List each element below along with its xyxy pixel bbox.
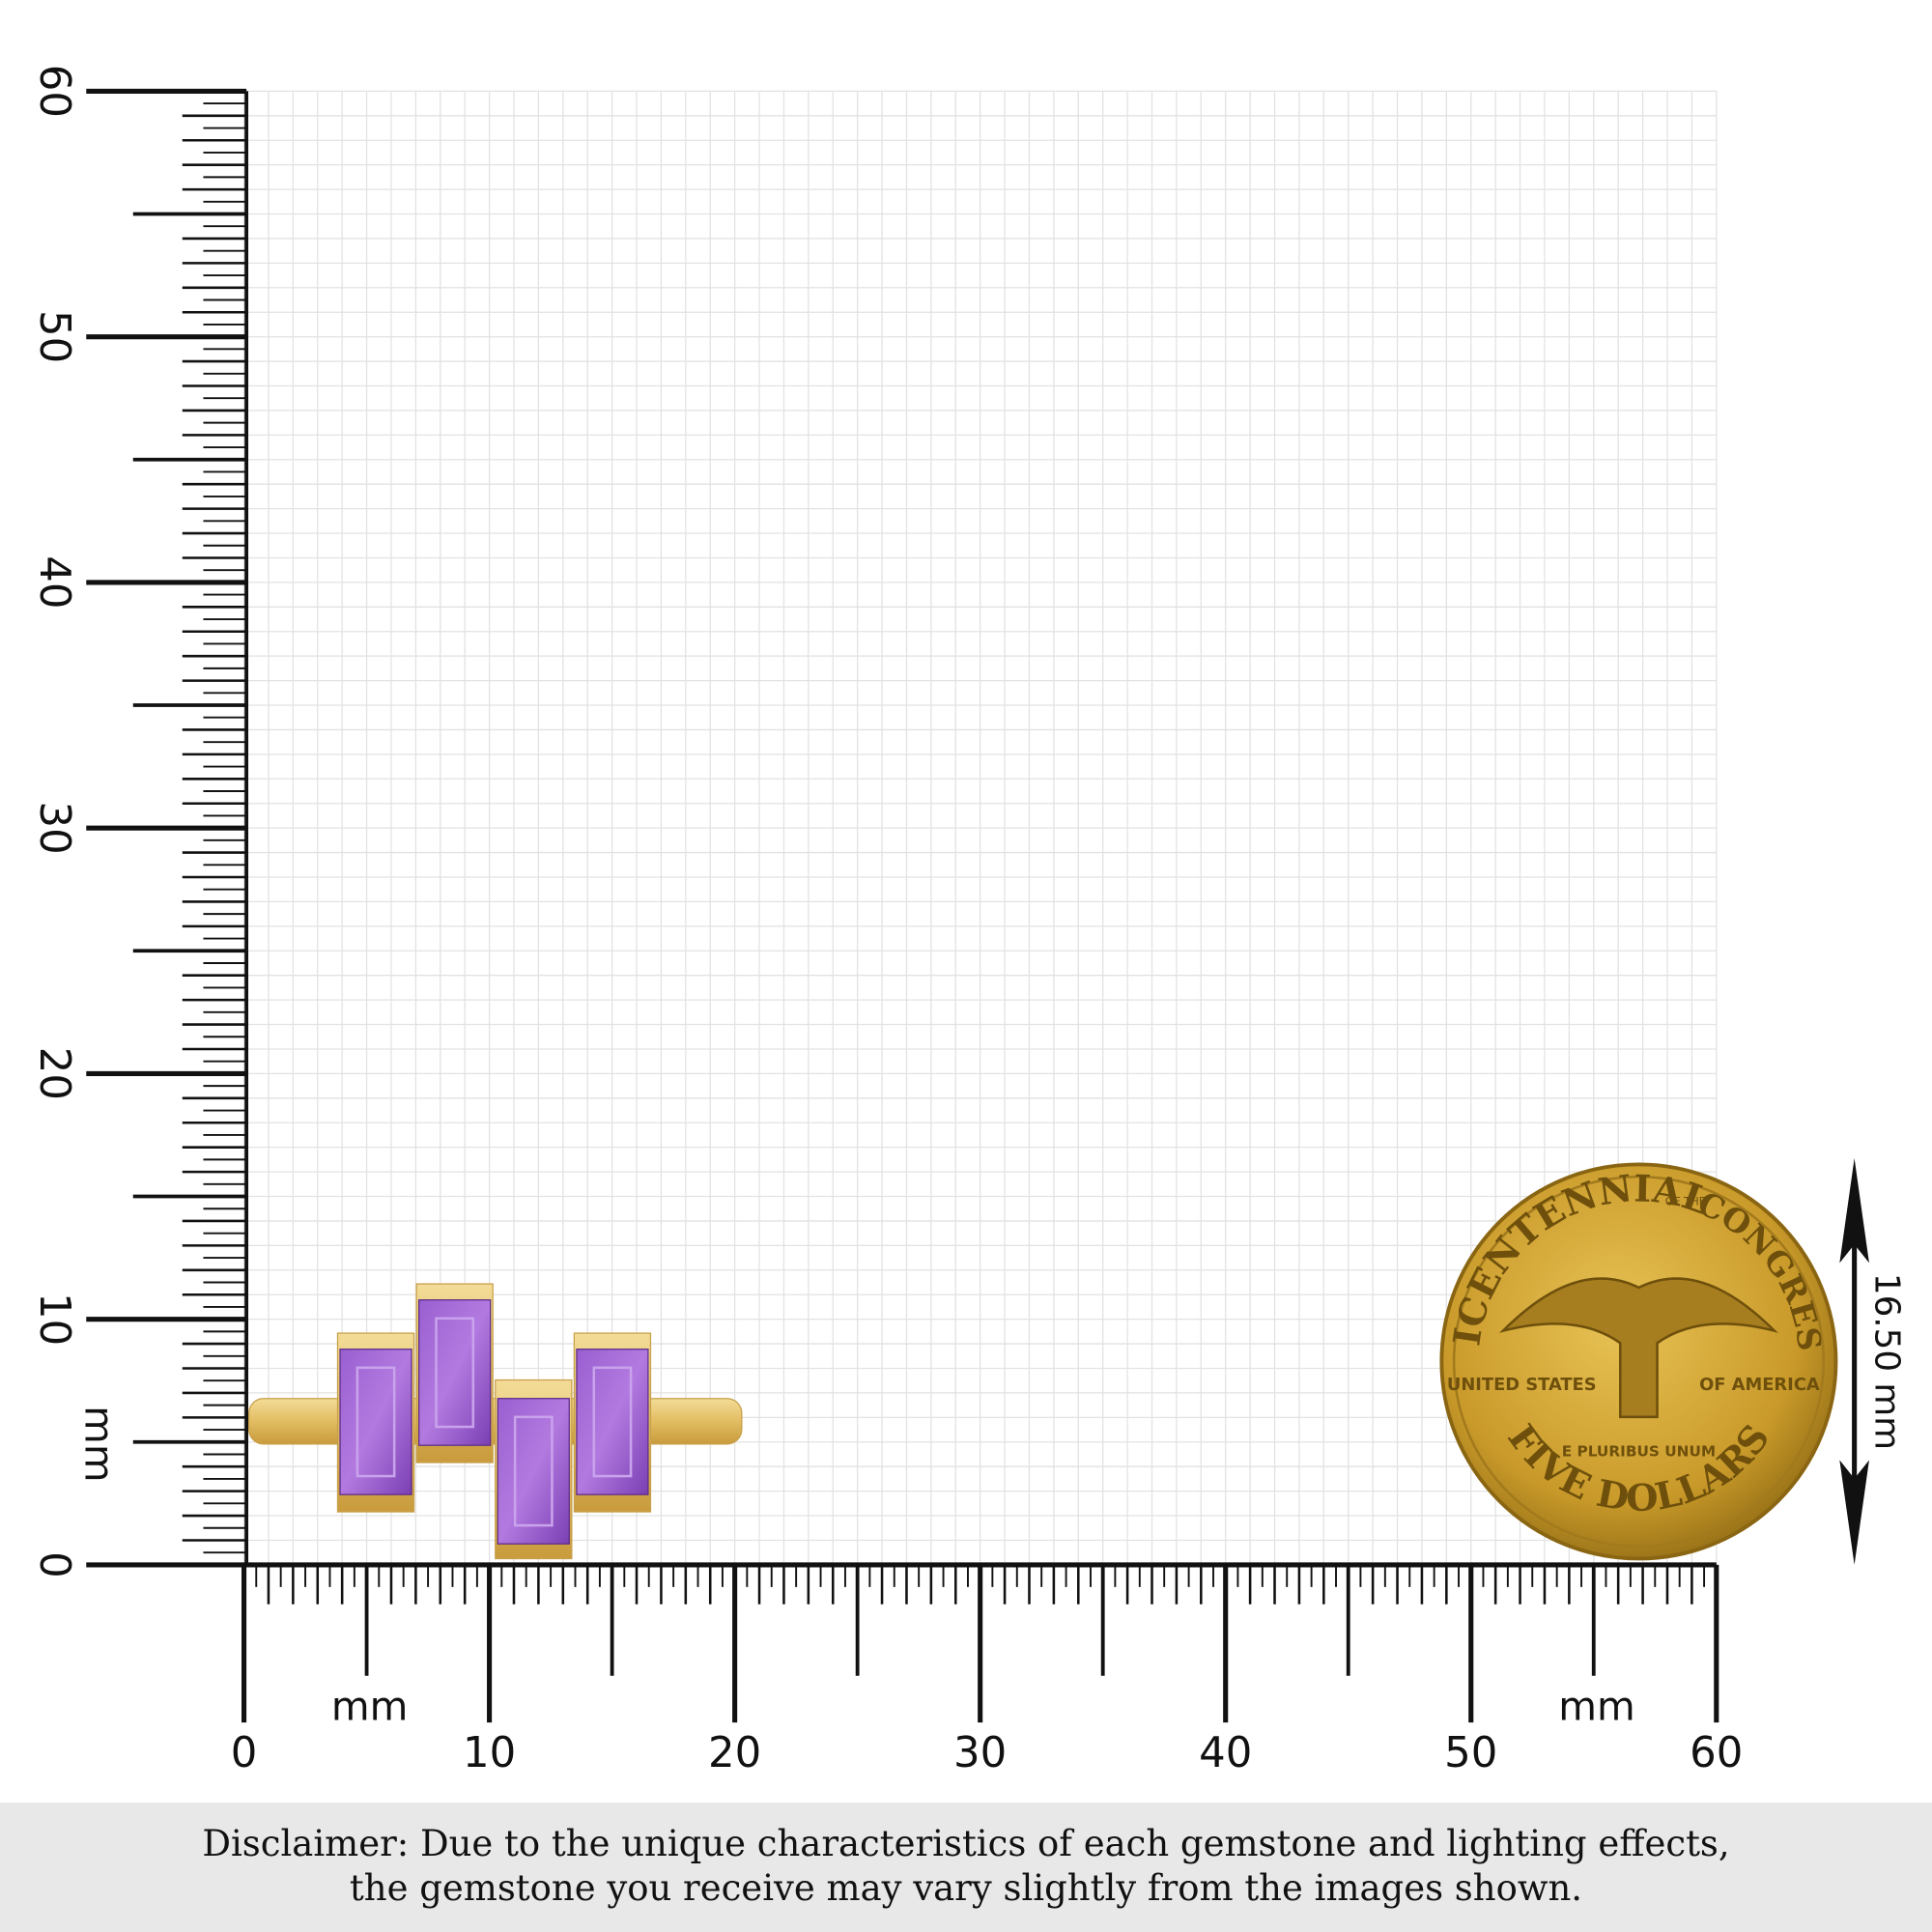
y-tick-label: 50 xyxy=(30,310,78,363)
coin-motto: E PLURIBUS UNUM xyxy=(1562,1443,1716,1461)
x-tick-label: 20 xyxy=(708,1729,761,1777)
grid xyxy=(242,90,1718,1566)
y-unit-label: mm xyxy=(75,1406,122,1482)
coin-right-field: OF AMERICA xyxy=(1699,1375,1820,1395)
x-tick-label: 60 xyxy=(1690,1729,1743,1777)
y-tick-label: 60 xyxy=(30,65,78,118)
disclaimer-line: Disclaimer: Due to the unique characteri… xyxy=(202,1823,1729,1864)
coin-left-field: UNITED STATES xyxy=(1447,1375,1597,1395)
ring xyxy=(248,1283,743,1560)
x-unit-label: mm xyxy=(1558,1684,1634,1730)
size-arrow: 16.50 mm xyxy=(1839,1157,1907,1565)
coin-right-text: CONGRESS xyxy=(0,0,1829,1352)
coin-size-label: 16.50 mm xyxy=(1867,1273,1907,1450)
y-tick-label: 0 xyxy=(30,1551,78,1578)
x-tick-label: 40 xyxy=(1199,1729,1252,1777)
y-tick-label: 40 xyxy=(30,555,78,609)
coin-right-path: CONGRESS xyxy=(0,0,1829,1352)
x-tick-label: 50 xyxy=(1444,1729,1497,1777)
y-tick-label: 20 xyxy=(30,1047,78,1100)
rulers: 0 10 20 30 40 50 60 0 10 20 30 40 50 60 mm mm mm xyxy=(30,65,1743,1777)
x-tick-label: 10 xyxy=(463,1729,516,1777)
y-tick-label: 10 xyxy=(30,1293,78,1346)
y-tick-label: 30 xyxy=(30,802,78,855)
coin-small-text: OF THE xyxy=(1665,1194,1706,1208)
disclaimer-line: the gemstone you receive may vary slight… xyxy=(350,1867,1582,1909)
disclaimer-band xyxy=(0,1803,1932,1932)
x-unit-label: mm xyxy=(331,1684,408,1730)
x-tick-label: 30 xyxy=(953,1729,1007,1777)
x-tick-label: 0 xyxy=(231,1729,258,1777)
